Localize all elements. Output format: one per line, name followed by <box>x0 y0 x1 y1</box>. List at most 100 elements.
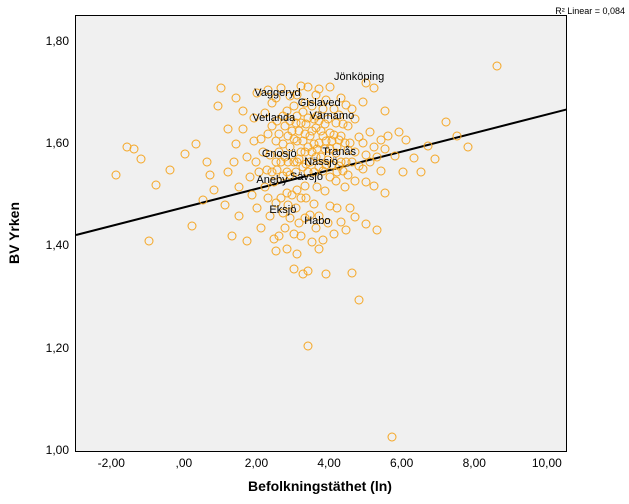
scatter-point <box>251 157 260 166</box>
point-annotation: Gnosjö <box>262 148 297 160</box>
scatter-point <box>280 224 289 233</box>
scatter-point <box>391 151 400 160</box>
point-annotation: Nässjö <box>304 156 338 168</box>
scatter-point <box>358 97 367 106</box>
scatter-point <box>253 203 262 212</box>
scatter-point <box>366 127 375 136</box>
chart-container: JönköpingGislavedVaggerydVärnamoVetlanda… <box>0 0 629 504</box>
scatter-point <box>358 164 367 173</box>
point-annotation: Gislaved <box>298 97 341 109</box>
scatter-point <box>493 62 502 71</box>
scatter-point <box>351 212 360 221</box>
scatter-point <box>398 168 407 177</box>
scatter-point <box>424 141 433 150</box>
scatter-point <box>202 157 211 166</box>
scatter-point <box>238 106 247 115</box>
scatter-point <box>369 181 378 190</box>
scatter-point <box>275 129 284 138</box>
scatter-point <box>275 232 284 241</box>
scatter-point <box>442 118 451 127</box>
x-axis-label: Befolkningstäthet (ln) <box>248 478 392 494</box>
scatter-point <box>358 138 367 147</box>
scatter-point <box>380 106 389 115</box>
point-annotation: Värnamo <box>310 110 355 122</box>
scatter-point <box>387 432 396 441</box>
scatter-point <box>130 145 139 154</box>
x-tick-label: -2,00 <box>98 456 125 470</box>
scatter-point <box>231 93 240 102</box>
scatter-point <box>416 168 425 177</box>
scatter-point <box>242 152 251 161</box>
x-tick-label: 10,00 <box>532 456 562 470</box>
scatter-point <box>235 211 244 220</box>
y-tick-label: 1,00 <box>46 443 69 457</box>
point-annotation: Aneby <box>256 174 287 186</box>
scatter-point <box>369 143 378 152</box>
scatter-point <box>369 83 378 92</box>
scatter-point <box>235 183 244 192</box>
scatter-point <box>217 83 226 92</box>
point-annotation: Vetlanda <box>252 112 295 124</box>
scatter-point <box>137 155 146 164</box>
point-annotation: Sävsjö <box>290 171 323 183</box>
scatter-point <box>315 84 324 93</box>
scatter-point <box>395 127 404 136</box>
scatter-point <box>199 196 208 205</box>
scatter-point <box>304 82 313 91</box>
scatter-point <box>331 176 340 185</box>
scatter-point <box>318 236 327 245</box>
scatter-point <box>315 244 324 253</box>
y-tick-label: 1,80 <box>46 34 69 48</box>
r2-text: R² Linear = 0,084 <box>555 6 625 16</box>
scatter-point <box>402 135 411 144</box>
y-tick-label: 1,40 <box>46 238 69 252</box>
point-annotation: Jönköping <box>334 71 384 83</box>
scatter-point <box>224 124 233 133</box>
x-tick-label: 2,00 <box>245 456 268 470</box>
scatter-point <box>231 139 240 148</box>
point-annotation: Habo <box>304 215 330 227</box>
scatter-point <box>224 168 233 177</box>
scatter-point <box>329 229 338 238</box>
x-tick-label: 6,00 <box>390 456 413 470</box>
scatter-point <box>297 232 306 241</box>
scatter-point <box>220 201 229 210</box>
scatter-point <box>333 203 342 212</box>
scatter-point <box>342 225 351 234</box>
scatter-point <box>264 129 273 138</box>
scatter-point <box>206 170 215 179</box>
scatter-point <box>293 249 302 258</box>
scatter-point <box>213 101 222 110</box>
scatter-point <box>166 165 175 174</box>
scatter-point <box>229 157 238 166</box>
y-tick-label: 1,20 <box>46 341 69 355</box>
x-tick-label: 4,00 <box>317 456 340 470</box>
scatter-point <box>209 186 218 195</box>
scatter-point <box>380 145 389 154</box>
scatter-point <box>362 219 371 228</box>
scatter-point <box>248 191 257 200</box>
scatter-point <box>271 247 280 256</box>
scatter-point <box>355 296 364 305</box>
scatter-point <box>322 270 331 279</box>
scatter-point <box>380 188 389 197</box>
scatter-point <box>289 265 298 274</box>
scatter-point <box>191 139 200 148</box>
scatter-point <box>409 154 418 163</box>
scatter-point <box>228 232 237 241</box>
x-tick-label: 8,00 <box>463 456 486 470</box>
scatter-point <box>320 187 329 196</box>
scatter-point <box>242 237 251 246</box>
scatter-point <box>384 131 393 140</box>
scatter-point <box>188 221 197 230</box>
scatter-point <box>376 166 385 175</box>
scatter-point <box>309 200 318 209</box>
scatter-point <box>464 142 473 151</box>
scatter-point <box>351 176 360 185</box>
point-annotation: Eksjö <box>269 204 296 216</box>
scatter-point <box>111 170 120 179</box>
y-axis-label: BV Yrken <box>6 202 22 264</box>
scatter-point <box>326 82 335 91</box>
scatter-point <box>304 266 313 275</box>
y-tick-label: 1,60 <box>46 136 69 150</box>
